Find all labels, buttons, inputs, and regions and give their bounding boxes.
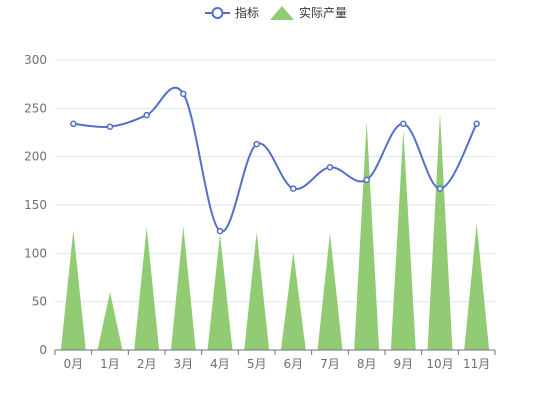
- legend-label-triangle: 实际产量: [299, 5, 347, 20]
- line-point[interactable]: [473, 120, 480, 128]
- triangle-bar[interactable]: [134, 227, 160, 350]
- line-point[interactable]: [363, 176, 370, 184]
- triangle-bars: [60, 113, 490, 351]
- y-tick-label: 300: [24, 53, 47, 67]
- triangle-bar[interactable]: [317, 233, 343, 350]
- x-tick-label: 11月: [463, 357, 490, 371]
- line-point[interactable]: [253, 140, 260, 148]
- x-tick-label: 5月: [247, 357, 267, 371]
- triangle-bar[interactable]: [427, 113, 453, 351]
- y-tick-label: 100: [24, 246, 47, 260]
- line-point[interactable]: [436, 185, 444, 192]
- x-tick-label: 0月: [64, 357, 84, 371]
- legend: 指标 实际产量: [205, 5, 347, 20]
- triangle-bar[interactable]: [170, 226, 196, 350]
- line-series: [70, 86, 480, 235]
- y-tick-label: 50: [32, 295, 47, 309]
- legend-circle-icon: [211, 7, 224, 19]
- x-tick-label: 7月: [320, 357, 340, 371]
- y-tick-label: 0: [39, 343, 47, 357]
- line-point[interactable]: [216, 227, 224, 235]
- x-tick-label: 9月: [394, 357, 414, 371]
- triangle-bar[interactable]: [97, 292, 123, 350]
- x-tick-label: 2月: [137, 357, 157, 371]
- x-tick-label: 10月: [426, 357, 453, 371]
- line-point[interactable]: [106, 123, 114, 130]
- line-point[interactable]: [180, 90, 187, 98]
- line-point[interactable]: [326, 164, 334, 171]
- triangle-bar[interactable]: [207, 234, 233, 350]
- y-tick-label: 150: [24, 198, 47, 212]
- legend-triangle-icon: [270, 6, 294, 20]
- legend-label-line: 指标: [235, 5, 259, 20]
- line-point[interactable]: [70, 120, 77, 128]
- axes: 0 50 100 150 200 250 300 0月 1月 2月 3月 4月 5月 6月 7月 8月 9月 10…: [24, 53, 496, 371]
- triangle-bar[interactable]: [60, 230, 86, 350]
- triangle-bar[interactable]: [464, 223, 490, 350]
- x-tick-label: 4月: [210, 357, 230, 371]
- x-tick-label: 3月: [174, 357, 194, 371]
- triangle-bar[interactable]: [280, 252, 306, 350]
- triangle-bar[interactable]: [354, 121, 380, 350]
- triangle-bar[interactable]: [244, 232, 270, 350]
- x-tick-label: 1月: [100, 357, 120, 371]
- line-series-path: [73, 86, 478, 233]
- legend-item-line[interactable]: 指标: [205, 5, 259, 20]
- x-tick-label: 6月: [284, 357, 304, 371]
- triangle-bar[interactable]: [390, 129, 416, 350]
- line-point[interactable]: [400, 120, 407, 128]
- x-tick-label: 8月: [357, 357, 377, 371]
- y-tick-label: 200: [24, 150, 47, 164]
- line-point[interactable]: [290, 185, 297, 192]
- line-point[interactable]: [143, 111, 150, 119]
- grid-lines: [55, 59, 495, 303]
- y-tick-label: 250: [24, 101, 47, 115]
- legend-item-triangle[interactable]: 实际产量: [270, 5, 347, 20]
